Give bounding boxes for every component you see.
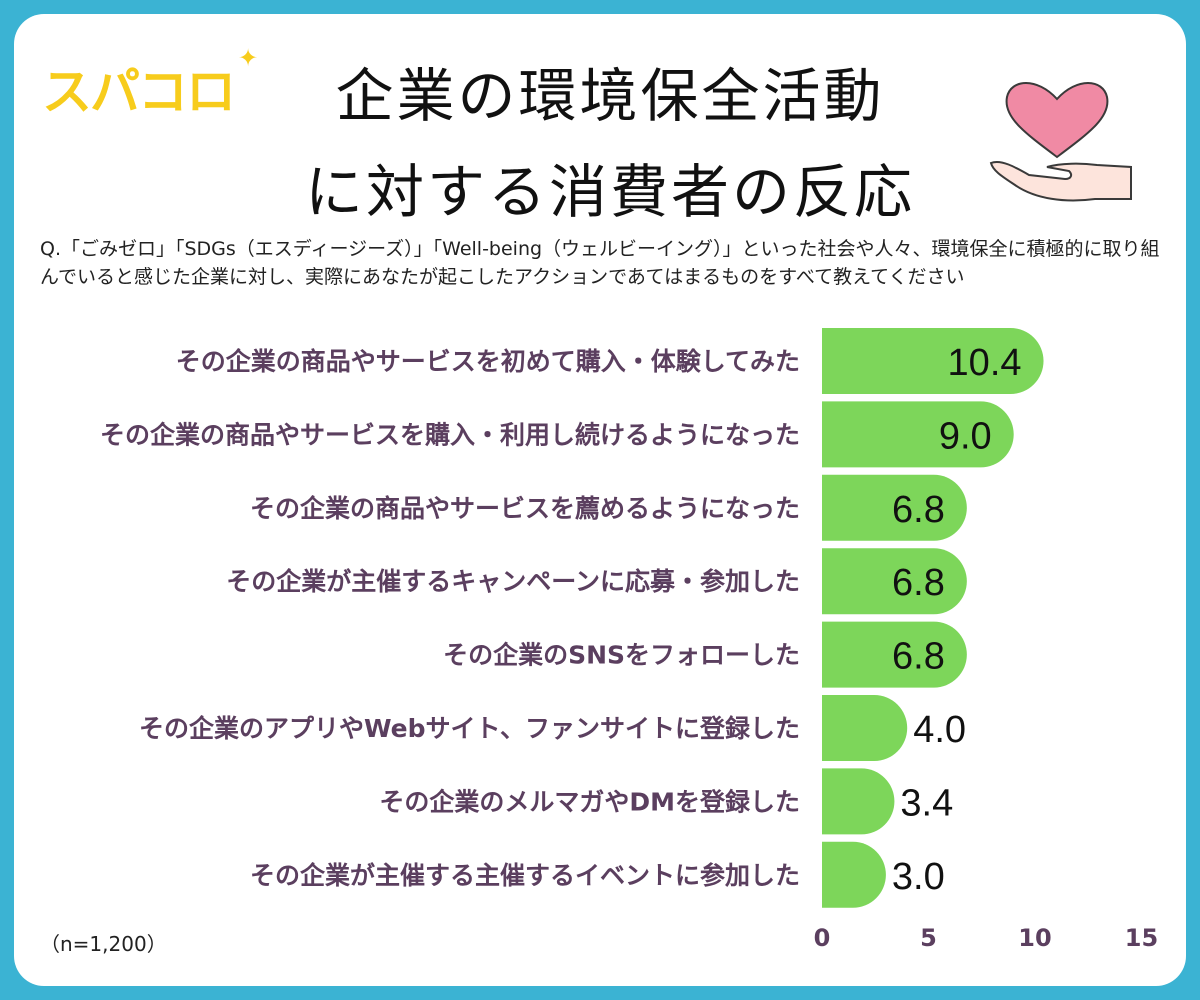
- value-label-4: 6.8: [892, 562, 945, 604]
- bar-6: [822, 695, 908, 761]
- category-label-2: その企業の商品やサービスを購入・利用し続けるようになった: [100, 420, 800, 449]
- value-label-8: 3.0: [892, 856, 945, 898]
- category-label-1: その企業の商品やサービスを初めて購入・体験してみた: [176, 347, 800, 376]
- category-label-4: その企業が主催するキャンペーンに応募・参加した: [226, 567, 800, 596]
- logo-text: スパコロ: [42, 63, 236, 121]
- value-label-1: 10.4: [948, 342, 1022, 384]
- page-title: 企業の環境保全活動 に対する消費者の反応: [200, 48, 1020, 240]
- category-label-3: その企業の商品やサービスを薦めるようになった: [250, 494, 800, 523]
- heart-in-hand-icon: [989, 82, 1132, 202]
- value-label-6: 4.0: [913, 709, 966, 751]
- title-line-2: に対する消費者の反応: [304, 158, 915, 226]
- bar-3: [822, 474, 967, 541]
- bar-1: [822, 328, 1044, 394]
- x-tick-5: 5: [920, 924, 937, 952]
- value-label-2: 9.0: [939, 415, 992, 457]
- value-label-3: 6.8: [892, 489, 945, 531]
- category-label-8: その企業が主催する主催するイベントに参加した: [250, 861, 800, 890]
- x-tick-10: 10: [1018, 924, 1051, 952]
- x-tick-0: 0: [814, 924, 831, 952]
- value-label-5: 6.8: [892, 636, 945, 678]
- card-background: [14, 14, 1186, 986]
- bar-5: [822, 621, 967, 688]
- bar-8: [822, 841, 886, 908]
- bar-4: [822, 548, 967, 615]
- title-line-1: 企業の環境保全活動: [335, 62, 885, 130]
- hand-icon: [989, 161, 1132, 202]
- value-label-7: 3.4: [900, 782, 953, 824]
- category-label-5: その企業のSNSをフォローした: [443, 641, 800, 670]
- heart-icon: [1005, 82, 1109, 159]
- x-tick-15: 15: [1125, 924, 1158, 952]
- sample-size-note: （n=1,200）: [40, 932, 167, 956]
- brand-logo: スパコロ ✦: [42, 44, 258, 124]
- bar-7: [822, 768, 895, 835]
- survey-question: Q.「ごみゼロ」「SDGs（エスディージーズ）」「Well-being（ウェルビ…: [40, 238, 1160, 288]
- sparkle-icon: ✦: [238, 44, 258, 72]
- category-label-6: その企業のアプリやWebサイト、ファンサイトに登録した: [139, 714, 800, 743]
- bar-2: [822, 401, 1014, 468]
- category-label-7: その企業のメルマガやDMを登録した: [379, 787, 800, 816]
